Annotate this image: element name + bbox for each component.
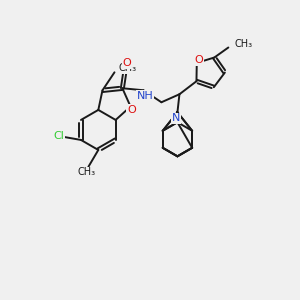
Text: NH: NH — [136, 91, 153, 100]
Text: O: O — [123, 58, 131, 68]
Text: CH₃: CH₃ — [118, 64, 136, 74]
Text: O: O — [127, 105, 136, 116]
Text: CH₃: CH₃ — [235, 39, 253, 50]
Text: Cl: Cl — [53, 131, 64, 141]
Text: N: N — [172, 113, 180, 123]
Text: O: O — [195, 55, 203, 65]
Text: CH₃: CH₃ — [78, 167, 96, 177]
